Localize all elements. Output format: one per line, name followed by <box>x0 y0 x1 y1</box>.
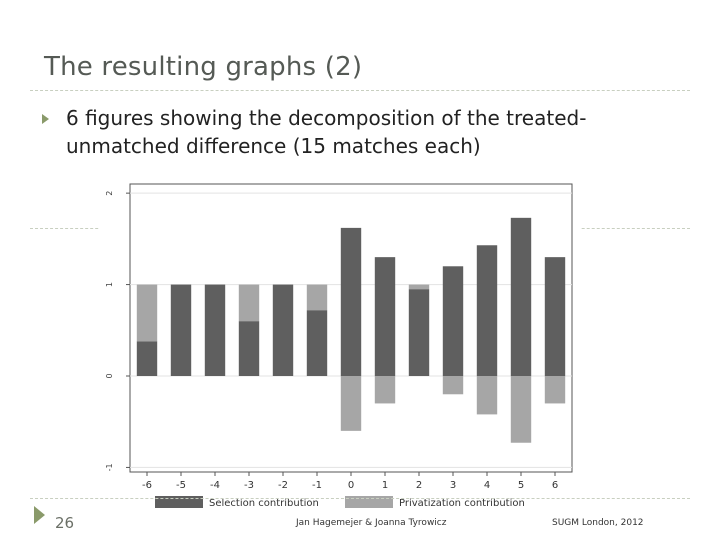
slide-number: 26 <box>55 514 75 532</box>
bar-selection <box>442 266 464 376</box>
x-tick-label: 2 <box>416 480 422 491</box>
bullet-arrow-icon <box>42 114 49 124</box>
legend-swatch-selection <box>155 496 203 508</box>
footer-divider <box>30 498 690 499</box>
bar-selection <box>408 289 430 376</box>
y-tick-label: 2 <box>105 191 114 196</box>
bar-selection <box>510 217 532 376</box>
x-tick-label: 6 <box>552 480 558 491</box>
bar-selection <box>374 257 396 376</box>
bar-selection <box>170 284 192 376</box>
bar-privatization <box>510 376 532 443</box>
x-tick-label: 1 <box>382 480 388 491</box>
bullet-text: 6 figures showing the decomposition of t… <box>66 106 587 158</box>
x-tick-label: -1 <box>312 480 322 491</box>
x-tick-label: -3 <box>244 480 254 491</box>
x-tick-label: 5 <box>518 480 524 491</box>
legend: Selection contribution Privatization con… <box>155 496 525 509</box>
x-tick-label: 0 <box>348 480 354 491</box>
footer-authors: Jan Hagemejer & Joanna Tyrowicz <box>296 518 447 528</box>
bar-selection <box>204 284 226 376</box>
legend-label-privatization: Privatization contribution <box>399 498 525 509</box>
y-tick-label: 0 <box>105 373 114 378</box>
x-tick-label: -6 <box>142 480 152 491</box>
bar-selection <box>272 284 294 376</box>
bar-selection <box>238 321 260 376</box>
x-tick-label: -4 <box>210 480 220 491</box>
bar-privatization <box>340 376 362 431</box>
slide-title: The resulting graphs (2) <box>44 52 363 82</box>
y-tick-labels: -1 0 1 2 <box>105 191 130 471</box>
bar-selection <box>544 257 566 376</box>
y-tick-label: -1 <box>105 463 114 471</box>
bar-privatization <box>136 284 158 342</box>
bar-privatization <box>408 284 430 290</box>
bar-selection <box>340 227 362 376</box>
title-divider <box>30 90 690 91</box>
bar-privatization <box>442 376 464 395</box>
decomposition-chart: -1 0 1 2 -6 -5 -4 -3 -2 -1 0 1 2 3 4 5 6 Selection cont… <box>100 182 580 512</box>
x-tick-labels: -6 -5 -4 -3 -2 -1 0 1 2 3 4 5 6 <box>142 472 558 491</box>
bar-privatization <box>544 376 566 404</box>
bars <box>136 217 566 443</box>
bar-privatization <box>306 284 328 311</box>
footer-event: SUGM London, 2012 <box>552 518 644 528</box>
footer-arrow-icon <box>34 506 45 524</box>
bar-selection <box>476 245 498 376</box>
x-tick-label: 4 <box>484 480 490 491</box>
bar-privatization <box>238 284 260 322</box>
bar-privatization <box>374 376 396 404</box>
bar-selection <box>306 310 328 376</box>
bar-privatization <box>476 376 498 415</box>
y-tick-label: 1 <box>105 282 114 287</box>
x-tick-label: 3 <box>450 480 456 491</box>
legend-label-selection: Selection contribution <box>209 498 319 509</box>
x-tick-label: -5 <box>176 480 186 491</box>
legend-swatch-privatization <box>345 496 393 508</box>
x-tick-label: -2 <box>278 480 288 491</box>
bar-selection <box>136 341 158 376</box>
